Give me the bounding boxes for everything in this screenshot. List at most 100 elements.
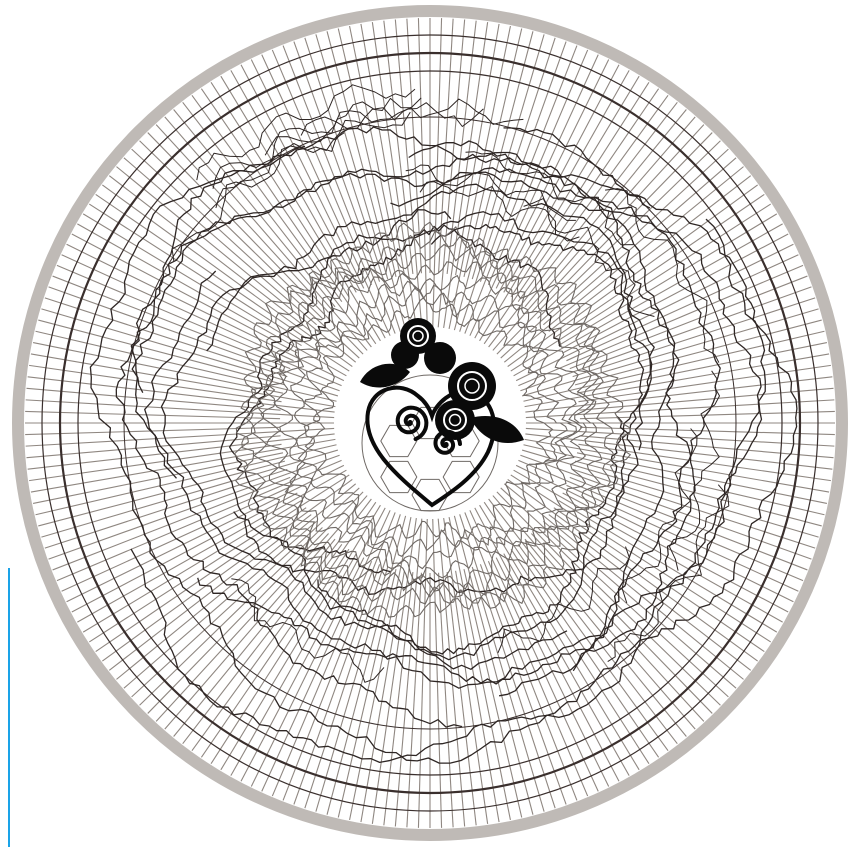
- spoke: [507, 184, 758, 368]
- swirl-contour: [219, 209, 639, 595]
- spoke: [123, 157, 317, 326]
- spoke: [191, 544, 343, 751]
- lace-contour: [250, 243, 603, 598]
- spoke: [173, 109, 336, 308]
- spoke: [261, 510, 391, 792]
- spoke: [200, 501, 377, 758]
- spoke: [29, 443, 282, 482]
- swirl-fragment: [171, 132, 345, 262]
- hex-cell: [442, 460, 480, 494]
- spoke: [35, 330, 337, 402]
- spoke: [131, 487, 360, 698]
- spoke: [123, 520, 317, 689]
- spoke: [464, 512, 578, 801]
- spoke: [108, 514, 312, 671]
- spoke: [41, 449, 339, 538]
- rose-large: [448, 362, 496, 410]
- spoke: [438, 18, 454, 274]
- spoke: [52, 275, 291, 370]
- swirl-fragment: [621, 428, 698, 604]
- spoke: [438, 572, 454, 828]
- hex-cell: [411, 478, 449, 512]
- spoke: [455, 570, 500, 823]
- guide-line: [8, 568, 10, 847]
- spoke: [44, 297, 288, 378]
- spoke: [200, 88, 377, 345]
- spoke: [569, 275, 808, 370]
- spoke: [315, 566, 389, 812]
- spoke: [48, 454, 340, 560]
- spoke: [488, 498, 678, 745]
- rose-petal-line: [407, 325, 429, 347]
- swirl-fragment: [264, 102, 484, 156]
- spoke: [326, 31, 407, 331]
- rose-bud: [391, 341, 419, 369]
- spoke: [155, 124, 329, 313]
- swirl-fragment: [523, 198, 655, 317]
- spoke: [479, 504, 640, 771]
- spoke: [164, 116, 368, 351]
- spiral-right: [433, 429, 462, 455]
- spoke: [250, 557, 365, 787]
- spoke: [521, 308, 819, 397]
- spoke: [469, 510, 599, 792]
- spoke: [579, 410, 835, 420]
- spoke: [513, 469, 783, 623]
- spoke: [453, 31, 534, 331]
- spoke: [496, 491, 713, 714]
- leaf-right: [470, 416, 524, 444]
- spoke: [30, 353, 336, 408]
- spoke: [558, 213, 778, 347]
- spoke: [102, 184, 353, 368]
- spoke: [531, 533, 705, 722]
- spoke: [182, 101, 372, 348]
- lace-contour: [233, 221, 632, 618]
- spoke: [515, 464, 794, 603]
- spoke: [102, 478, 353, 662]
- spoke: [71, 233, 298, 354]
- lace-contour: [297, 286, 568, 557]
- spoke: [448, 516, 511, 821]
- spoke: [553, 193, 765, 339]
- rose-petal-line: [412, 330, 424, 342]
- spoke: [38, 319, 286, 386]
- swirl-fragment: [405, 164, 576, 221]
- spoke: [562, 233, 789, 354]
- spoke: [566, 254, 799, 362]
- spoke: [446, 571, 477, 826]
- swirl-fragment: [669, 370, 720, 571]
- spoke: [394, 518, 423, 827]
- ring: [58, 51, 802, 795]
- spoke: [562, 492, 789, 613]
- spoke: [155, 533, 329, 722]
- spoke: [88, 474, 350, 643]
- lace-pattern: [233, 221, 632, 618]
- spoke: [432, 518, 443, 828]
- spoke: [520, 454, 812, 560]
- spoke: [77, 469, 347, 623]
- swirl-contour: [130, 127, 798, 764]
- lace-contour: [290, 280, 577, 570]
- spoke: [524, 538, 687, 737]
- spoke: [230, 553, 357, 776]
- spoke: [66, 464, 345, 603]
- lace-contour: [273, 272, 589, 581]
- spoke: [147, 132, 364, 355]
- spoke: [463, 568, 523, 818]
- spoke: [271, 560, 373, 797]
- spoke: [131, 148, 360, 359]
- spoke: [88, 203, 350, 372]
- spoke: [32, 452, 284, 504]
- rose-petal-line: [448, 413, 462, 427]
- spoke: [173, 538, 336, 737]
- swirl-fragment: [231, 578, 385, 683]
- spoke: [210, 81, 350, 298]
- spoke: [503, 553, 630, 776]
- spoke: [503, 166, 744, 363]
- spoke: [271, 49, 373, 286]
- spoke: [453, 515, 534, 815]
- spoke: [139, 140, 323, 319]
- spoke: [548, 175, 752, 332]
- spoke: [572, 468, 816, 549]
- rose-petal-line: [443, 408, 467, 432]
